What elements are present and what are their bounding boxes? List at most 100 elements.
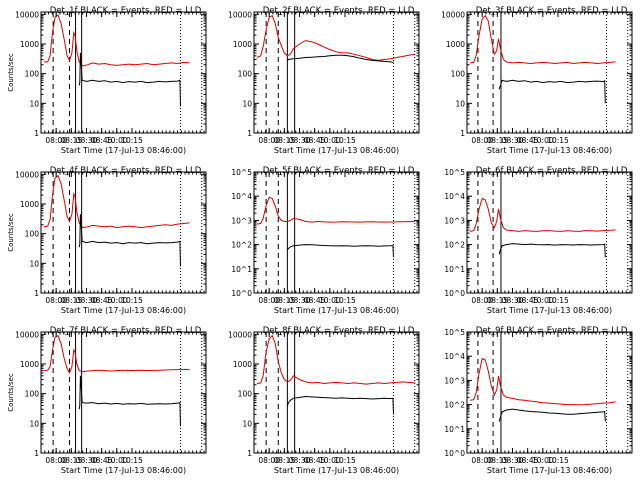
panel-title: Det_1f BLACK = Events, RED = LLD <box>50 6 202 16</box>
x-tick-label: 08:15 <box>274 296 296 305</box>
detector-panel: Det_6f BLACK = Events, RED = LLD 10^0 10^1… <box>444 166 633 315</box>
x-tick-label: 08:15 <box>487 136 509 145</box>
panel-title: Det_3f BLACK = Events, RED = LLD <box>476 6 628 16</box>
y-axis-label: Counts/sec <box>7 53 15 92</box>
x-tick-label: 10:00 <box>106 296 128 305</box>
y-tick-label: 1000 <box>20 360 39 369</box>
detector-panel: Det_9f BLACK = Events, RED = LLD 10^0 10^1… <box>444 326 633 475</box>
plot-frame <box>40 171 207 294</box>
x-tick-label: 10:00 <box>532 136 554 145</box>
plot-frame <box>466 11 633 134</box>
events-series-line <box>498 408 606 422</box>
x-tick-label: 08:30 <box>289 456 311 465</box>
x-axis-label: Start Time (17-Jul-13 08:46:00) <box>487 466 612 475</box>
x-tick-label: 08:15 <box>487 296 509 305</box>
x-tick-label: 08:45 <box>304 136 326 145</box>
y-tick-label: 1000 <box>233 360 252 369</box>
panel-title: Det_6f BLACK = Events, RED = LLD <box>476 166 628 176</box>
y-tick-label: 1000 <box>20 40 39 49</box>
plot-frame <box>40 331 207 454</box>
x-axis-label: Start Time (17-Jul-13 08:46:00) <box>274 306 399 315</box>
x-tick-label: 10:15 <box>547 296 569 305</box>
detector-panel: Det_8f BLACK = Events, RED = LLD 1 10 100 10… <box>228 326 420 475</box>
x-tick-label: 08:00 <box>471 456 493 465</box>
y-tick-label: 1 <box>247 449 252 458</box>
y-tick-label: 10 <box>29 419 39 428</box>
x-tick-label: 10:00 <box>106 136 128 145</box>
y-tick-label: 1 <box>247 129 252 138</box>
lld-series-line <box>469 197 616 232</box>
x-tick-label: 08:00 <box>258 136 280 145</box>
y-tick-label: 10^2 <box>444 241 465 250</box>
events-series-line <box>498 79 606 104</box>
y-tick-label: 10 <box>242 99 252 108</box>
y-axis-label: Counts/sec <box>7 373 15 412</box>
x-tick-label: 08:00 <box>258 456 280 465</box>
lld-series-line <box>469 14 616 65</box>
x-tick-label: 10:15 <box>334 136 356 145</box>
x-tick-label: 08:45 <box>517 296 539 305</box>
x-axis-label: Start Time (17-Jul-13 08:46:00) <box>61 466 186 475</box>
y-tick-label: 10^3 <box>444 216 465 225</box>
x-tick-label: 08:00 <box>45 456 67 465</box>
x-tick-label: 10:00 <box>106 456 128 465</box>
x-tick-label: 10:00 <box>319 456 341 465</box>
events-series-line <box>287 54 394 63</box>
y-tick-label: 10^3 <box>444 376 465 385</box>
y-tick-label: 10^4 <box>231 192 252 201</box>
lld-series-line <box>256 15 415 61</box>
detector-panel: Det_2f BLACK = Events, RED = LLD 1 10 100 10… <box>228 6 420 155</box>
x-axis-label: Start Time (17-Jul-13 08:46:00) <box>61 146 186 155</box>
x-tick-label: 08:30 <box>76 136 98 145</box>
y-tick-label: 100 <box>25 230 40 239</box>
x-tick-label: 10:15 <box>121 136 143 145</box>
x-tick-label: 08:15 <box>274 136 296 145</box>
events-series-line <box>498 243 606 258</box>
y-tick-label: 10000 <box>228 330 252 339</box>
x-tick-label: 08:00 <box>471 296 493 305</box>
y-tick-label: 10000 <box>228 10 252 19</box>
y-tick-label: 10 <box>29 259 39 268</box>
x-tick-label: 08:15 <box>487 456 509 465</box>
x-tick-label: 08:45 <box>91 136 113 145</box>
x-tick-label: 08:30 <box>289 296 311 305</box>
y-tick-label: 1 <box>34 289 39 298</box>
x-tick-label: 08:45 <box>91 296 113 305</box>
x-tick-label: 08:30 <box>289 136 311 145</box>
x-tick-label: 08:15 <box>61 136 83 145</box>
panel-title: Det_4f BLACK = Events, RED = LLD <box>50 166 202 176</box>
y-tick-label: 10^5 <box>231 168 252 177</box>
y-tick-label: 10^1 <box>444 265 465 274</box>
plot-frame <box>253 331 420 454</box>
x-tick-label: 08:00 <box>45 296 67 305</box>
x-tick-label: 08:30 <box>502 136 524 145</box>
plot-frame <box>466 171 633 294</box>
y-tick-label: 10000 <box>441 10 465 19</box>
y-tick-label: 100 <box>238 70 253 79</box>
lld-series-line <box>256 196 415 225</box>
lld-series-line <box>43 335 190 375</box>
x-axis-label: Start Time (17-Jul-13 08:46:00) <box>61 306 186 315</box>
x-tick-label: 10:00 <box>319 296 341 305</box>
y-tick-label: 1 <box>34 129 39 138</box>
x-tick-label: 08:15 <box>61 456 83 465</box>
x-tick-label: 08:30 <box>502 296 524 305</box>
y-axis-label: Counts/sec <box>7 213 15 252</box>
plot-frame <box>253 171 420 294</box>
x-tick-label: 08:15 <box>274 456 296 465</box>
y-tick-label: 100 <box>451 70 466 79</box>
y-tick-label: 1000 <box>20 200 39 209</box>
x-tick-label: 10:00 <box>532 456 554 465</box>
x-tick-label: 10:15 <box>121 296 143 305</box>
x-tick-label: 08:30 <box>76 456 98 465</box>
x-tick-label: 08:00 <box>471 136 493 145</box>
panel-title: Det_7f BLACK = Events, RED = LLD <box>50 326 202 336</box>
y-tick-label: 10^5 <box>444 168 465 177</box>
y-tick-label: 1000 <box>233 40 252 49</box>
y-tick-label: 10^0 <box>444 289 465 298</box>
y-tick-label: 10000 <box>15 10 39 19</box>
events-series-line <box>78 214 181 267</box>
x-tick-label: 08:45 <box>304 456 326 465</box>
x-tick-label: 08:00 <box>45 136 67 145</box>
